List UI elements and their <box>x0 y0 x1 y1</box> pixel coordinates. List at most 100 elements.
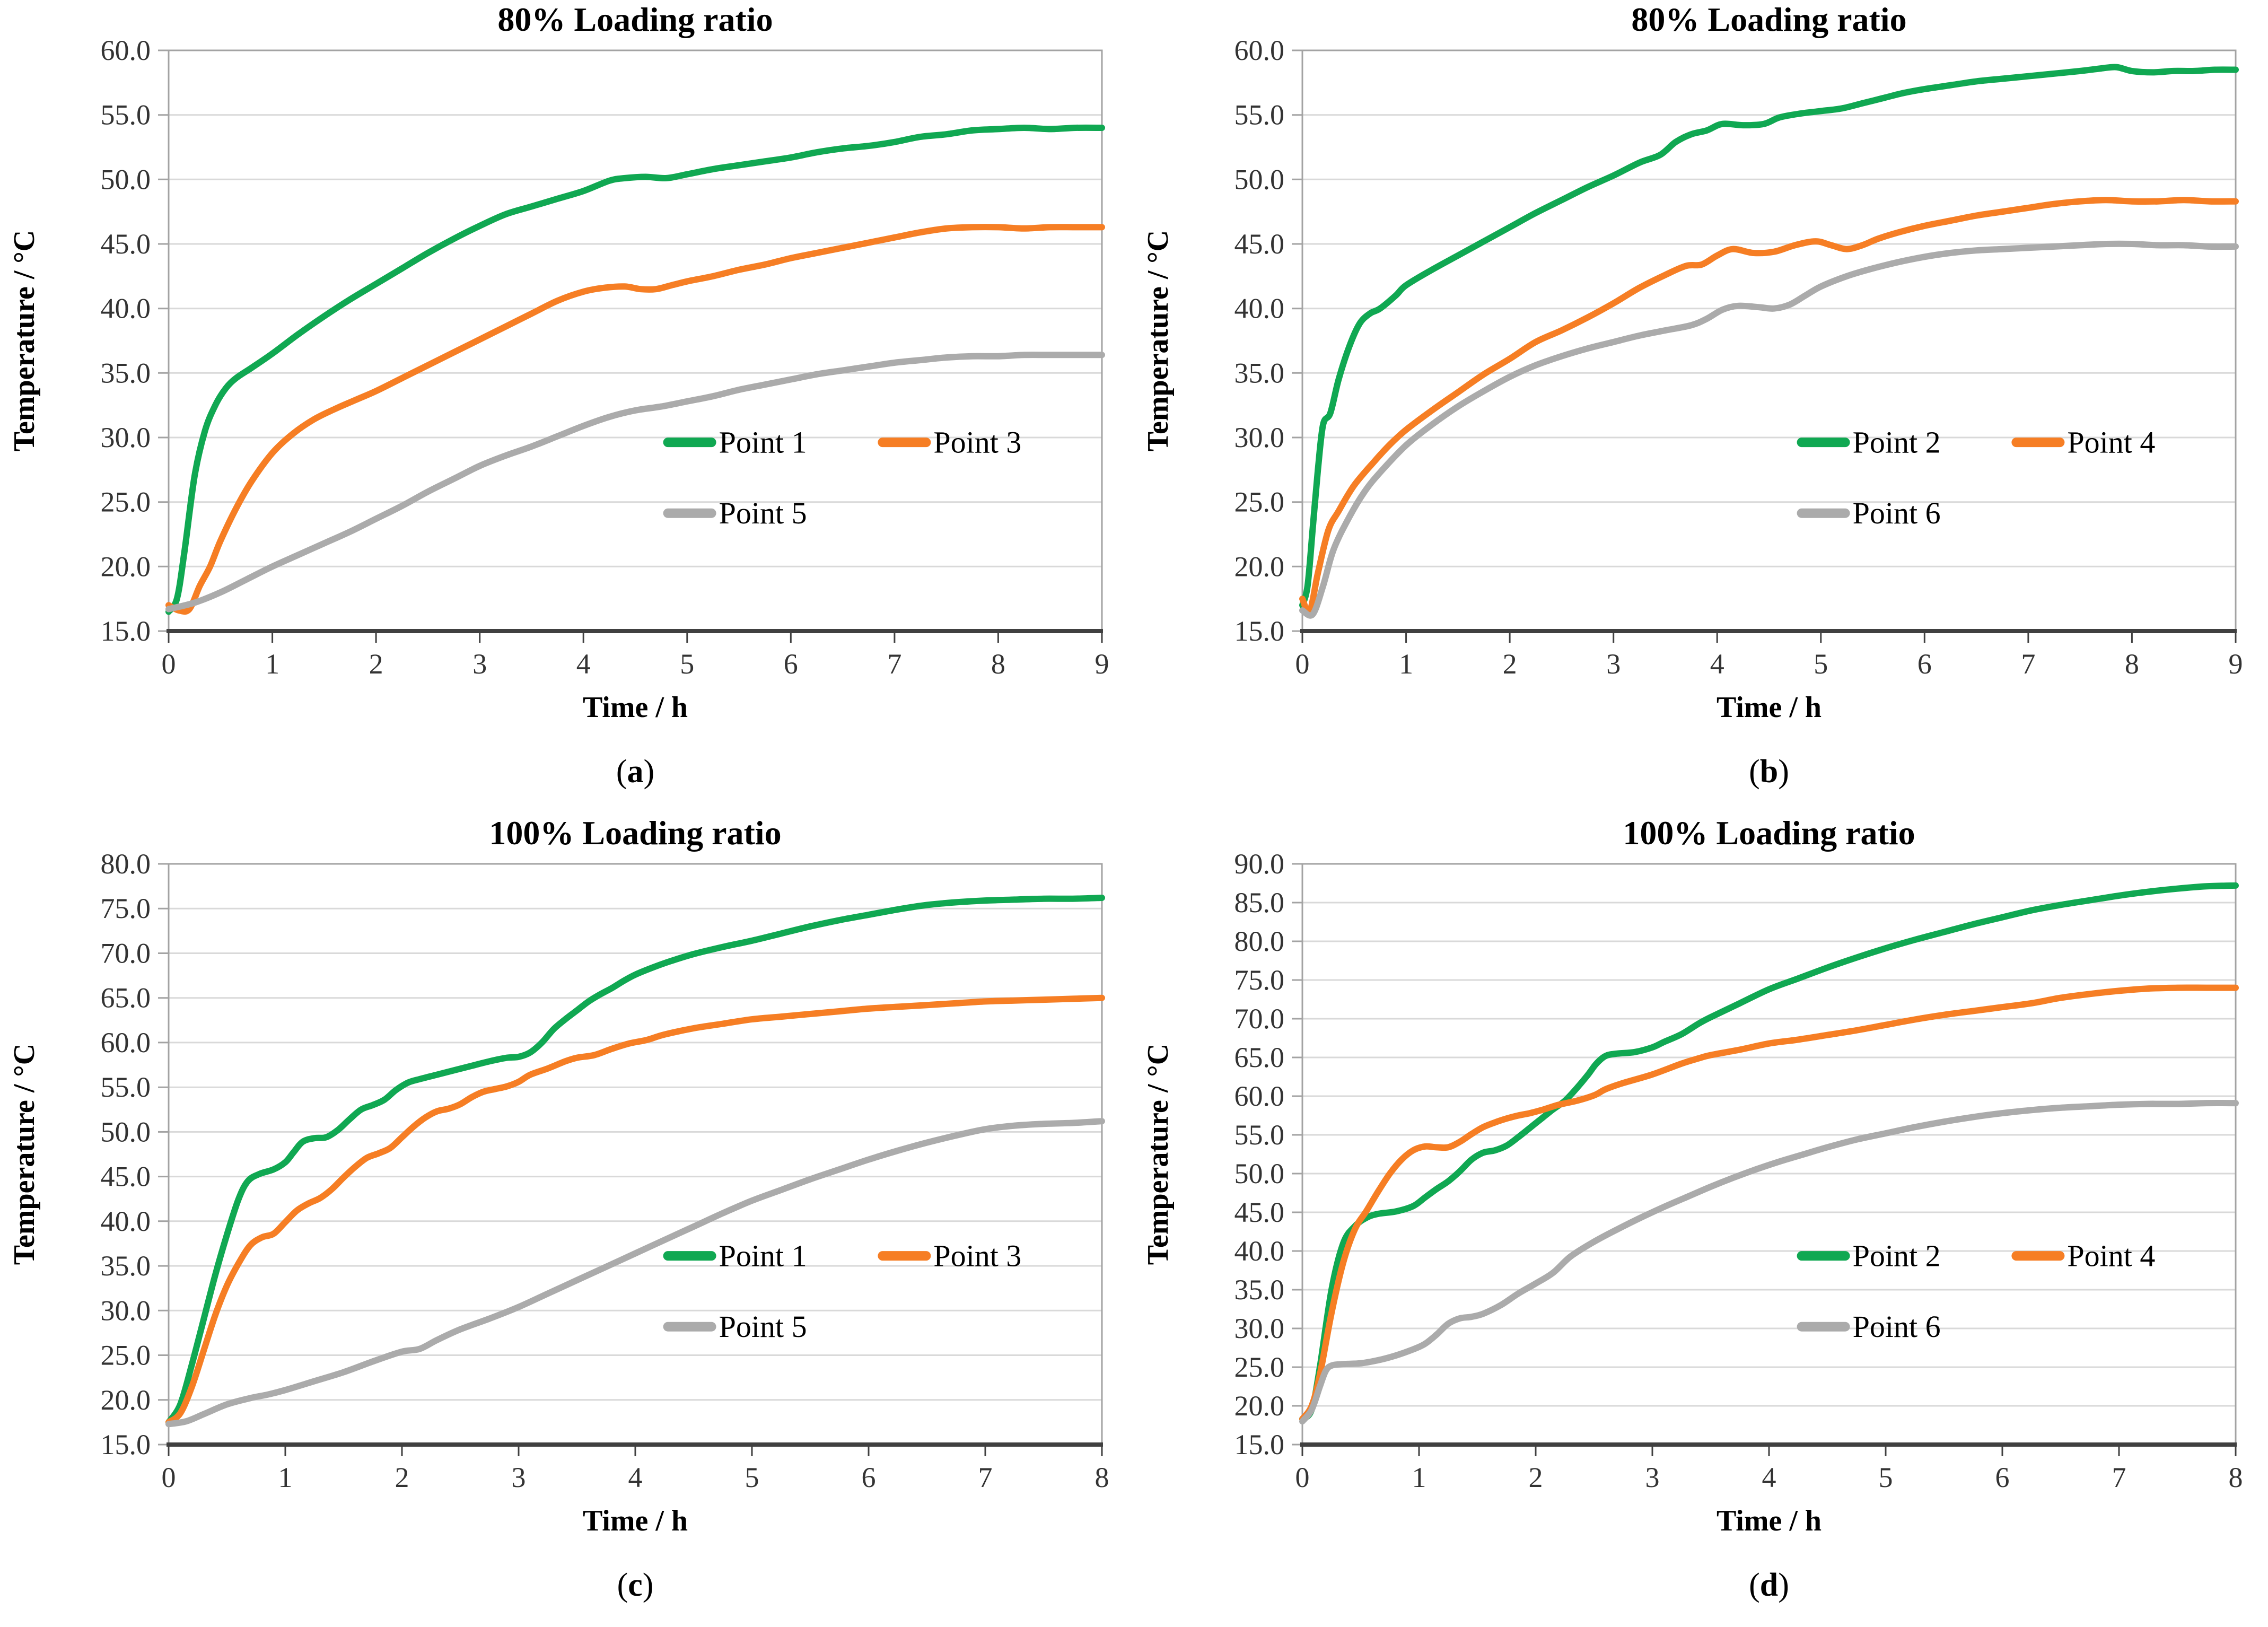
caption-a-open: ( <box>616 754 627 790</box>
legend-label-point-1: Point 1 <box>719 1239 807 1273</box>
chart-title: 80% Loading ratio <box>1631 1 1906 38</box>
y-tick-label: 20.0 <box>1234 550 1285 582</box>
x-tick-label: 4 <box>1762 1462 1776 1493</box>
y-tick-label: 25.0 <box>1234 1351 1285 1383</box>
legend-label-point-3: Point 3 <box>933 425 1021 460</box>
x-tick-label: 8 <box>991 648 1005 680</box>
y-tick-label: 80.0 <box>1234 925 1285 957</box>
y-tick-label: 20.0 <box>101 1384 151 1416</box>
caption-b-letter: b <box>1759 754 1779 790</box>
legend-label-point-3: Point 3 <box>933 1239 1021 1273</box>
x-tick-label: 0 <box>162 1462 176 1493</box>
caption-c: (c) <box>0 1556 1134 1625</box>
x-tick-label: 0 <box>1295 1462 1310 1493</box>
series-line-point-3 <box>165 994 1105 1425</box>
chart-title: 100% Loading ratio <box>489 814 781 852</box>
caption-d-letter: d <box>1759 1567 1779 1603</box>
series-line-point-4 <box>1299 984 2239 1422</box>
chart-80-loading-points-2-4-6: 80% Loading ratio 15.0 20.0 25.0 30.0 35.0 40.… <box>1142 1 2243 724</box>
y-tick-label: 60.0 <box>1234 34 1285 66</box>
panel-d: 100% Loading ratio 15.0 20.0 25.0 30.0 35.0 40… <box>1134 813 2267 1627</box>
caption-b-open: ( <box>1749 754 1760 790</box>
plot-border <box>1301 49 2237 632</box>
x-tick-label: 3 <box>1606 648 1621 680</box>
y-tick-label: 35.0 <box>1234 1274 1285 1306</box>
chart-100-loading-points-2-4-6: 100% Loading ratio15.020.025.030.035.040… <box>1142 814 2243 1537</box>
legend-label-point-1: Point 1 <box>719 425 807 460</box>
y-tick-label: 50.0 <box>1234 1158 1285 1189</box>
x-tick-label: 2 <box>369 648 383 680</box>
plot-border <box>168 863 1103 1446</box>
caption-c-open: ( <box>617 1567 628 1603</box>
y-tick-label: 50.0 <box>101 163 151 195</box>
series-line-point-2 <box>1299 64 2239 609</box>
y-tick-label: 45.0 <box>1234 228 1285 260</box>
x-tick-label: 6 <box>862 1462 876 1493</box>
caption-b: (b) <box>1134 742 2267 811</box>
x-tick-label: 1 <box>1399 648 1413 680</box>
x-tick-label: 4 <box>1710 648 1724 680</box>
chart-100-loading-points-1-3-5: 100% Loading ratio15.020.025.030.035.040… <box>8 814 1109 1537</box>
y-tick-label: 55.0 <box>101 1071 151 1103</box>
y-tick-label: 55.0 <box>101 99 151 131</box>
y-tick-label: 15.0 <box>1234 615 1285 647</box>
legend-label-point-4: Point 4 <box>2067 425 2155 460</box>
y-tick-label: 40.0 <box>1234 1235 1285 1267</box>
x-tick-label: 6 <box>1917 648 1932 680</box>
series-line-point-5 <box>165 1118 1105 1428</box>
legend-label-point-4: Point 4 <box>2067 1239 2155 1273</box>
x-tick-label: 4 <box>576 648 591 680</box>
x-tick-label: 7 <box>2021 648 2035 680</box>
y-tick-label: 65.0 <box>1234 1042 1285 1073</box>
chart-title: 80% Loading ratio <box>497 1 773 38</box>
x-tick-label: 5 <box>680 648 694 680</box>
y-tick-label: 40.0 <box>101 293 151 325</box>
x-tick-label: 0 <box>162 648 176 680</box>
x-tick-label: 2 <box>395 1462 409 1493</box>
x-axis-label: Time / h <box>1717 691 1822 724</box>
panel-a: 80% Loading ratio 15.0 20.0 25.0 30.0 35.0 40.… <box>0 0 1134 813</box>
panel-c: 100% Loading ratio 15.0 20.0 25.0 30.0 35.0 40… <box>0 813 1134 1627</box>
x-tick-label: 3 <box>472 648 487 680</box>
plot-border <box>168 49 1103 632</box>
legend-label-point-2: Point 2 <box>1853 425 1941 460</box>
caption-d-open: ( <box>1749 1567 1760 1603</box>
series-line-point-6 <box>1299 240 2239 619</box>
x-tick-label: 1 <box>1412 1462 1426 1493</box>
x-tick-label: 1 <box>278 1462 293 1493</box>
y-tick-label: 85.0 <box>1234 887 1285 919</box>
caption-a-close: ) <box>643 754 655 790</box>
y-tick-label: 25.0 <box>101 1340 151 1371</box>
caption-c-close: ) <box>642 1567 654 1603</box>
y-tick-label: 90.0 <box>1234 848 1285 880</box>
series-line-point-1 <box>165 895 1105 1425</box>
caption-d: (d) <box>1134 1556 2267 1625</box>
chart-80-loading-points-1-3-5: 80% Loading ratio 15.0 20.0 25.0 30.0 35.0 40.… <box>8 1 1109 724</box>
y-tick-label: 20.0 <box>101 550 151 582</box>
x-tick-label: 8 <box>1095 1462 1109 1493</box>
x-tick-label: 9 <box>1095 648 1109 680</box>
y-tick-label: 60.0 <box>101 1027 151 1059</box>
y-tick-label: 25.0 <box>101 486 151 518</box>
x-tick-label: 6 <box>784 648 798 680</box>
x-tick-label: 7 <box>887 648 901 680</box>
legend-label-point-5: Point 5 <box>719 1309 807 1344</box>
x-tick-label: 3 <box>1645 1462 1660 1493</box>
x-tick-label: 8 <box>2125 648 2139 680</box>
y-tick-label: 15.0 <box>101 1429 151 1460</box>
series-line-point-3 <box>165 224 1105 615</box>
x-axis-label: Time / h <box>583 1504 688 1537</box>
y-tick-label: 30.0 <box>1234 422 1285 453</box>
y-tick-label: 50.0 <box>1234 163 1285 195</box>
y-tick-label: 35.0 <box>101 1250 151 1282</box>
y-tick-label: 65.0 <box>101 982 151 1014</box>
y-tick-label: 20.0 <box>1234 1390 1285 1422</box>
y-tick-label: 55.0 <box>1234 1119 1285 1151</box>
y-tick-label: 55.0 <box>1234 99 1285 131</box>
x-tick-label: 4 <box>628 1462 643 1493</box>
legend-label-point-6: Point 6 <box>1853 496 1941 530</box>
y-tick-label: 45.0 <box>1234 1196 1285 1228</box>
x-tick-label: 0 <box>1295 648 1310 680</box>
y-axis-label: Temperature / °C <box>8 230 41 451</box>
y-tick-label: 40.0 <box>1234 293 1285 325</box>
